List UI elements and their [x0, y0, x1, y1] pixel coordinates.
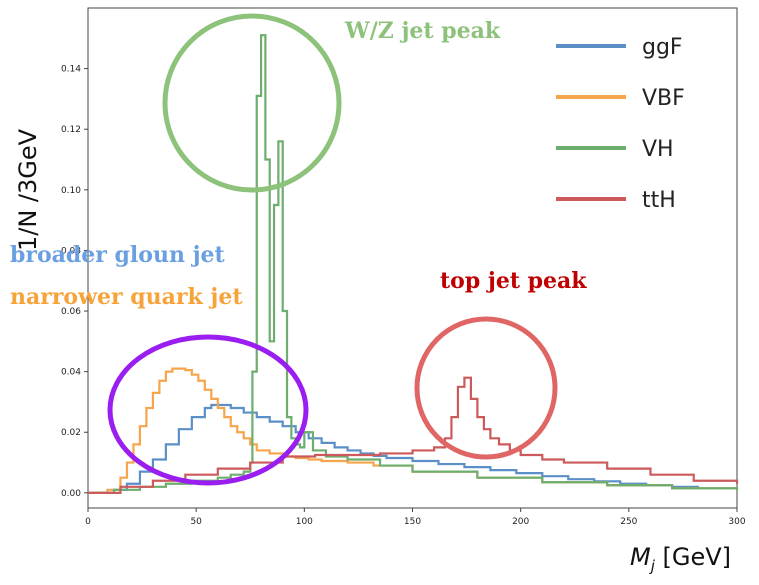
x-tick-label: 50: [190, 517, 202, 527]
x-tick-label: 100: [296, 517, 313, 527]
x-tick-label: 200: [512, 517, 529, 527]
y-axis-label: 1/N /3GeV: [14, 128, 42, 251]
series-ggf-line: [88, 403, 739, 494]
x-axis-label: Mj [GeV]: [630, 543, 731, 575]
wz-peak-annotation: W/Z jet peak: [344, 18, 501, 44]
y-tick-label: 0.02: [61, 428, 81, 438]
top-peak-circle: [414, 316, 558, 460]
y-tick-label: 0.00: [61, 489, 81, 499]
legend-label-vbf: VBF: [642, 86, 685, 111]
series-tth-line: [88, 376, 739, 494]
axis-ticks: 0 50 100 150 200 250 300 0.00 0.02 0.04 0.06 0.08 0.…: [61, 65, 746, 527]
series-vh-line: [88, 34, 739, 494]
x-tick-label: 150: [404, 517, 421, 527]
y-tick-label: 0.06: [61, 307, 81, 317]
legend-label-tth: ttH: [642, 188, 676, 213]
x-tick-label: 0: [85, 517, 91, 527]
gluon-quark-circle: [107, 334, 309, 486]
quark-annotation: narrower quark jet: [10, 284, 243, 310]
gluon-annotation: broader gloun jet: [10, 242, 226, 268]
y-tick-label: 0.10: [61, 186, 81, 196]
y-tick-label: 0.12: [61, 125, 81, 135]
legend-label-ggf: ggF: [642, 35, 683, 60]
legend: ggF VBF VH ttH: [556, 35, 685, 213]
x-tick-label: 250: [620, 517, 637, 527]
y-tick-label: 0.14: [61, 65, 81, 75]
y-tick-label: 0.08: [61, 246, 81, 256]
x-tick-label: 300: [728, 517, 745, 527]
y-tick-label: 0.04: [61, 368, 81, 378]
top-peak-annotation: top jet peak: [440, 268, 587, 294]
wz-peak-circle: [162, 13, 342, 193]
series-group: [88, 34, 739, 494]
legend-label-vh: VH: [642, 137, 674, 162]
